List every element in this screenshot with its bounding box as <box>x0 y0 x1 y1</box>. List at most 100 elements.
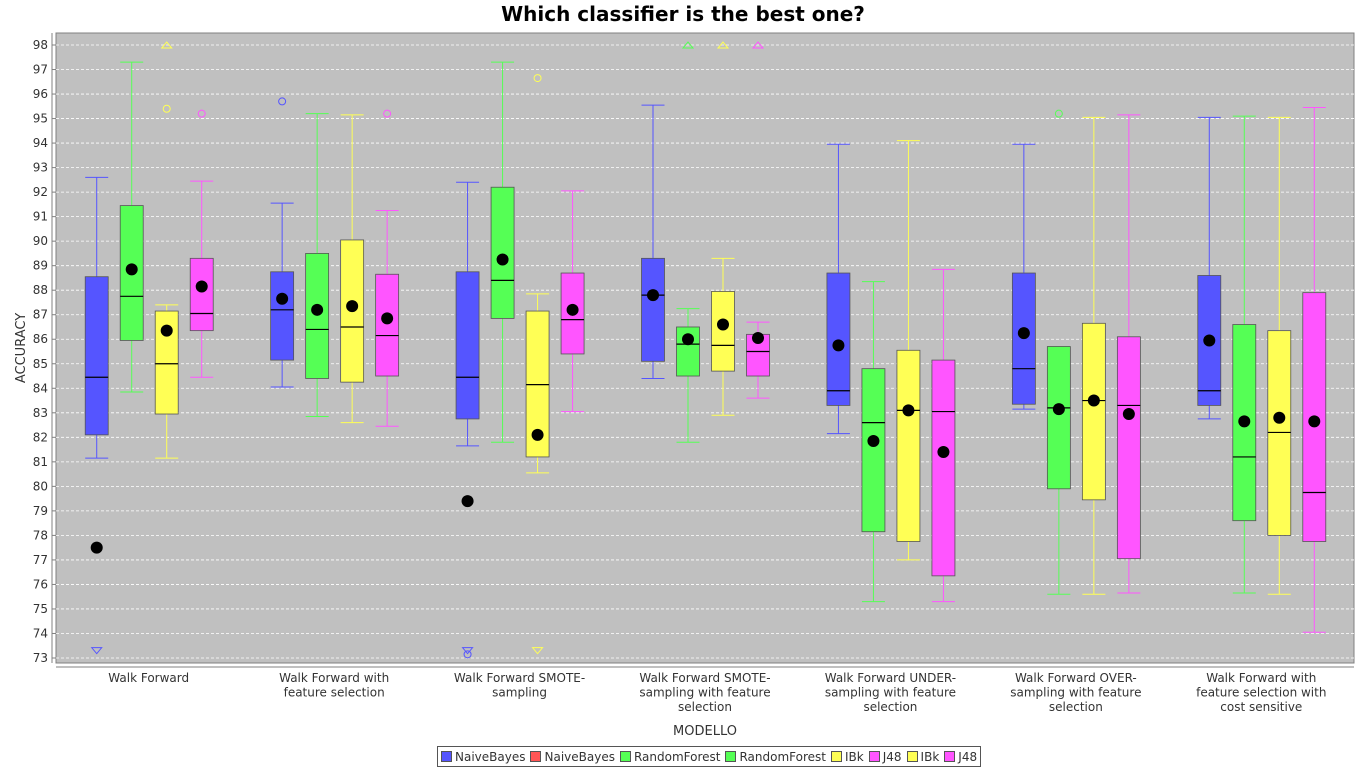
category-label: Walk Forward OVER- <box>1015 671 1137 685</box>
legend-swatch <box>530 751 542 762</box>
box-j48-3 <box>560 190 585 413</box>
far-outlier-marker <box>90 647 103 655</box>
mean-marker <box>1203 334 1216 347</box>
far-outlier-marker <box>716 41 730 49</box>
category-label: sampling with feature <box>825 686 956 700</box>
box-iqr <box>305 253 330 379</box>
mean-marker <box>682 333 694 346</box>
box-naivebayes-4 <box>641 104 665 379</box>
plot-background <box>55 32 1355 664</box>
category-label: feature selection <box>284 686 385 700</box>
legend-swatch <box>619 751 631 762</box>
legend-item: RandomForest <box>619 749 721 764</box>
mean-marker <box>160 324 173 337</box>
legend-item: IBk <box>831 750 864 764</box>
legend-item: IBk <box>906 750 939 764</box>
mean-marker <box>1308 415 1321 428</box>
box-ibk-7 <box>1267 116 1292 595</box>
mean-marker <box>531 428 544 441</box>
category-label: feature selection with <box>1196 686 1326 700</box>
outlier-marker <box>463 650 472 659</box>
mean-marker <box>381 312 394 325</box>
box-ibk-1 <box>154 41 179 459</box>
box-iqr <box>641 257 665 362</box>
box-iqr <box>455 271 480 420</box>
mean-marker <box>566 303 579 316</box>
outlier-marker <box>197 109 206 118</box>
legend-swatch <box>441 751 452 762</box>
box-randomforest-1 <box>119 61 144 393</box>
legend-label: RandomForest <box>739 749 826 764</box>
category-label: selection <box>678 700 732 714</box>
legend-swatch <box>868 751 880 762</box>
category-label: Walk Forward SMOTE- <box>639 671 770 685</box>
mean-marker <box>1238 415 1251 428</box>
category-label: sampling with feature <box>1010 686 1141 700</box>
y-tick-label: 82 <box>33 430 48 444</box>
legend-swatch <box>906 751 918 762</box>
box-randomforest-3 <box>490 61 515 443</box>
legend-swatch <box>831 751 842 762</box>
box-ibk-4 <box>711 41 735 416</box>
y-tick-label: 78 <box>33 528 48 542</box>
y-tick-label: 89 <box>33 259 48 273</box>
legend: NaiveBayes NaiveBayes RandomForest RandomFo… <box>437 746 982 767</box>
legend-item: J48 <box>868 750 902 764</box>
mean-marker <box>867 434 880 447</box>
box-iqr <box>711 291 735 372</box>
mean-marker <box>1087 394 1100 407</box>
outlier-marker <box>162 104 171 113</box>
category-label: Walk Forward SMOTE- <box>454 671 585 685</box>
legend-swatch <box>944 751 956 762</box>
box-iqr <box>826 272 851 406</box>
y-tick-label: 80 <box>33 479 48 493</box>
legend-label: IBk <box>845 749 864 764</box>
mean-marker <box>1122 408 1135 421</box>
y-tick-label: 88 <box>33 283 48 297</box>
y-tick-label: 98 <box>33 38 48 52</box>
box-randomforest-7 <box>1232 115 1257 594</box>
box-series <box>84 41 1327 659</box>
box-iqr <box>1081 322 1106 501</box>
box-naivebayes-1 <box>84 176 109 655</box>
y-tick-label: 97 <box>33 63 48 77</box>
y-tick-label: 79 <box>33 504 48 518</box>
box-iqr <box>1116 336 1141 560</box>
category-label: Walk Forward <box>108 671 189 685</box>
y-tick-label: 83 <box>33 406 48 420</box>
far-outlier-marker <box>751 41 765 49</box>
y-tick-label: 91 <box>33 210 48 224</box>
mean-marker <box>717 318 729 331</box>
category-label: sampling <box>492 686 547 700</box>
box-plot-chart: 73 74 75 76 77 78 79 80 81 82 83 84 85 86 87 88 89 90 91 92… <box>14 32 1355 739</box>
y-tick-label: 95 <box>33 112 48 126</box>
box-j48-7 <box>1302 107 1327 633</box>
mean-marker <box>496 253 509 266</box>
box-iqr <box>1267 330 1292 536</box>
mean-marker <box>1052 403 1065 416</box>
box-naivebayes-2 <box>270 97 295 388</box>
mean-marker <box>902 404 915 417</box>
mean-marker <box>90 541 103 554</box>
y-tick-label: 87 <box>33 308 48 322</box>
box-j48-6 <box>1116 114 1141 594</box>
box-j48-2 <box>375 109 400 427</box>
y-tick-label: 92 <box>33 185 48 199</box>
y-tick-label: 76 <box>33 577 48 591</box>
mean-marker <box>311 303 324 316</box>
box-iqr <box>189 257 214 332</box>
legend-label: RandomForest <box>633 749 721 764</box>
category-label: sampling with feature <box>639 686 770 700</box>
box-ibk-2 <box>340 114 365 424</box>
box-randomforest-6 <box>1046 109 1071 595</box>
y-axis-label: ACCURACY <box>14 313 29 383</box>
box-naivebayes-3 <box>455 181 480 659</box>
mean-marker <box>1017 327 1030 340</box>
mean-marker <box>346 300 359 313</box>
mean-marker <box>195 280 208 293</box>
category-label: cost sensitive <box>1220 700 1302 714</box>
box-naivebayes-6 <box>1011 143 1036 410</box>
box-iqr <box>861 368 886 533</box>
box-iqr <box>1046 346 1071 490</box>
